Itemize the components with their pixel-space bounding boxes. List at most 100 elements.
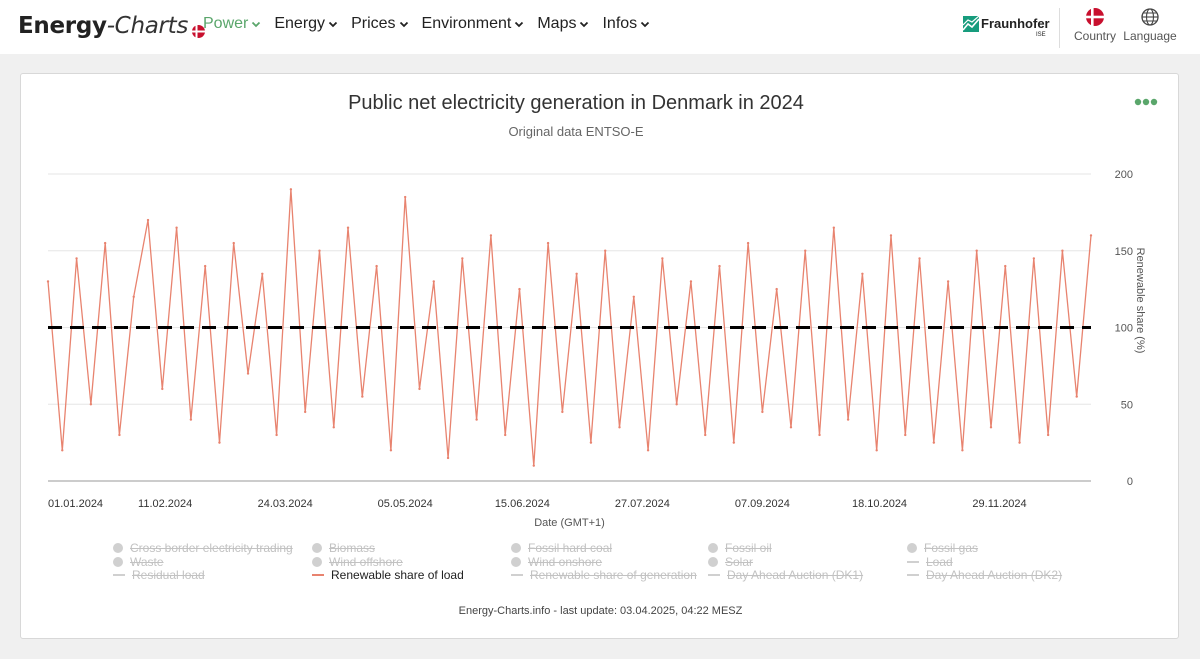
data-point[interactable] — [704, 433, 707, 437]
more-dots-icon[interactable] — [1134, 96, 1158, 108]
legend-item[interactable]: Cross border electricity trading — [113, 541, 293, 555]
data-point[interactable] — [446, 456, 450, 460]
nav-energy[interactable]: Energy — [274, 15, 338, 33]
data-point[interactable] — [775, 287, 778, 291]
data-point[interactable] — [318, 249, 321, 252]
data-point[interactable] — [375, 264, 378, 268]
data-point[interactable] — [875, 449, 878, 452]
data-point[interactable] — [675, 403, 678, 406]
data-point[interactable] — [846, 418, 850, 421]
nav-prices[interactable]: Prices — [351, 15, 408, 33]
nav-environment[interactable]: Environment — [422, 15, 525, 33]
data-point[interactable] — [732, 441, 736, 444]
data-point[interactable] — [361, 395, 364, 398]
data-point[interactable] — [246, 372, 250, 375]
data-point[interactable] — [332, 426, 335, 429]
legend-item[interactable]: Day Ahead Auction (DK1) — [708, 568, 863, 582]
language-selector[interactable]: Language — [1120, 8, 1180, 43]
data-point[interactable] — [932, 441, 936, 444]
data-point[interactable] — [946, 280, 950, 283]
data-point[interactable] — [89, 403, 93, 406]
data-point[interactable] — [189, 418, 193, 421]
legend-item[interactable]: Day Ahead Auction (DK2) — [907, 568, 1062, 582]
data-point[interactable] — [175, 226, 178, 229]
data-point[interactable] — [661, 257, 664, 260]
data-point[interactable] — [103, 241, 107, 245]
data-point[interactable] — [904, 433, 907, 437]
data-point[interactable] — [46, 280, 50, 283]
data-point[interactable] — [389, 449, 393, 452]
data-point[interactable] — [818, 433, 821, 437]
data-point[interactable] — [746, 241, 750, 245]
data-point[interactable] — [1032, 257, 1036, 260]
data-point[interactable] — [689, 280, 693, 283]
legend-item[interactable]: Fossil gas — [907, 541, 978, 555]
data-point[interactable] — [918, 257, 921, 260]
data-point[interactable] — [218, 441, 221, 444]
data-point[interactable] — [546, 241, 550, 245]
data-point[interactable] — [832, 226, 836, 229]
data-point[interactable] — [646, 449, 650, 452]
legend-item[interactable]: Load — [907, 555, 953, 569]
data-point[interactable] — [146, 218, 150, 222]
legend-item[interactable]: Fossil hard coal — [511, 541, 612, 555]
data-point[interactable] — [489, 234, 493, 237]
legend-item[interactable]: Residual load — [113, 568, 205, 582]
data-point[interactable] — [432, 280, 435, 283]
data-point[interactable] — [504, 433, 507, 437]
data-point[interactable] — [989, 426, 993, 429]
fraunhofer-logo[interactable]: Fraunhofer ISE — [963, 14, 1055, 40]
data-point[interactable] — [275, 433, 278, 437]
data-point[interactable] — [561, 410, 564, 414]
legend-item[interactable]: Solar — [708, 555, 753, 569]
legend-item[interactable]: Renewable share of load — [312, 568, 464, 582]
data-point[interactable] — [1075, 395, 1078, 398]
data-point[interactable] — [161, 387, 164, 391]
data-point[interactable] — [289, 188, 293, 191]
data-point[interactable] — [889, 234, 893, 237]
data-point[interactable] — [203, 264, 207, 268]
data-point[interactable] — [532, 464, 535, 467]
data-point[interactable] — [961, 449, 964, 452]
legend-item[interactable]: Fossil oil — [708, 541, 772, 555]
chart-plot[interactable]: 0 50 100 150 200 Renewable share (%) 01.01.202… — [21, 74, 1180, 544]
nav-power[interactable]: Power — [203, 15, 261, 33]
data-point[interactable] — [1018, 441, 1021, 444]
data-point[interactable] — [789, 426, 793, 429]
data-point[interactable] — [618, 426, 621, 429]
data-point[interactable] — [118, 433, 121, 437]
data-point[interactable] — [518, 287, 521, 291]
data-point[interactable] — [761, 410, 764, 414]
nav-maps[interactable]: Maps — [537, 15, 589, 33]
data-point[interactable] — [261, 272, 264, 275]
data-point[interactable] — [804, 249, 807, 252]
legend-item[interactable]: Wind onshore — [511, 555, 602, 569]
data-point[interactable] — [403, 195, 407, 199]
data-point[interactable] — [589, 441, 593, 444]
site-logo[interactable]: Energy -Charts — [18, 10, 206, 42]
country-selector[interactable]: Country — [1065, 8, 1125, 43]
data-point[interactable] — [1046, 433, 1050, 437]
data-point[interactable] — [1004, 264, 1007, 268]
data-point[interactable] — [303, 410, 307, 414]
legend-item[interactable]: Wind offshore — [312, 555, 403, 569]
data-point[interactable] — [632, 295, 635, 298]
data-point[interactable] — [975, 249, 978, 252]
nav-infos[interactable]: Infos — [602, 15, 650, 33]
data-point[interactable] — [232, 241, 235, 245]
data-point[interactable] — [475, 418, 478, 421]
data-point[interactable] — [461, 257, 464, 260]
data-point[interactable] — [575, 272, 578, 275]
data-point[interactable] — [75, 257, 78, 260]
data-point[interactable] — [1061, 249, 1064, 252]
legend-item[interactable]: Waste — [113, 555, 164, 569]
data-point[interactable] — [132, 295, 135, 298]
data-point[interactable] — [418, 387, 421, 391]
data-point[interactable] — [346, 226, 350, 229]
data-point[interactable] — [861, 272, 864, 275]
data-point[interactable] — [718, 264, 721, 268]
data-point[interactable] — [604, 249, 607, 252]
legend-item[interactable]: Renewable share of generation — [511, 568, 697, 582]
data-point[interactable] — [61, 449, 64, 452]
data-point[interactable] — [1089, 234, 1093, 237]
